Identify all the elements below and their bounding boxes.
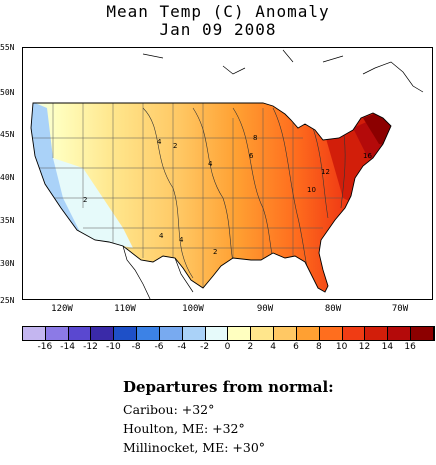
contour-label: 6 bbox=[249, 152, 254, 160]
colorbar-label: 8 bbox=[315, 342, 322, 352]
colorbar-label: 0 bbox=[224, 342, 231, 352]
note-line: Caribou: +32° bbox=[123, 402, 215, 417]
lat-label-40n: 40N bbox=[0, 173, 15, 182]
lon-label-70w: 70W bbox=[391, 304, 409, 314]
lat-label-50n: 50N bbox=[0, 88, 15, 97]
contour-label: 16 bbox=[363, 152, 372, 160]
lat-label-25n: 25N bbox=[0, 296, 15, 305]
colorbar-label: 6 bbox=[293, 342, 299, 352]
contour-label: 12 bbox=[321, 168, 330, 176]
colorbar-label: -10 bbox=[105, 342, 121, 352]
lon-label-100w: 100W bbox=[182, 304, 204, 314]
lon-label-90w: 90W bbox=[256, 304, 274, 314]
contour-label: 2 bbox=[213, 248, 217, 256]
lon-label-80w: 80W bbox=[324, 304, 342, 314]
colorbar-cell bbox=[45, 327, 69, 340]
colorbar-label: -14 bbox=[60, 342, 76, 352]
colorbar-cell bbox=[68, 327, 92, 340]
colorbar bbox=[22, 326, 435, 341]
colorbar-cell bbox=[365, 327, 389, 340]
colorbar-cell bbox=[274, 327, 297, 340]
colorbar-cell bbox=[296, 327, 320, 340]
contour-label: 4 bbox=[179, 236, 184, 244]
colorbar-cell bbox=[114, 327, 138, 340]
lat-label-30n: 30N bbox=[0, 259, 15, 268]
contour-label: 4 bbox=[157, 138, 162, 146]
lon-label-120w: 120W bbox=[51, 304, 73, 314]
colorbar-cell bbox=[251, 327, 275, 340]
lat-label-45n: 45N bbox=[0, 130, 15, 139]
colorbar-label: 12 bbox=[358, 342, 371, 352]
lat-label-55n: 55N bbox=[0, 43, 15, 52]
colorbar-cell bbox=[23, 327, 46, 340]
colorbar-label: -2 bbox=[200, 342, 210, 352]
colorbar-cell bbox=[159, 327, 183, 340]
colorbar-label: -16 bbox=[37, 342, 53, 352]
colorbar-label: 14 bbox=[381, 342, 394, 352]
colorbar-cell bbox=[137, 327, 160, 340]
contour-label: 2 bbox=[83, 196, 87, 204]
colorbar-label: 2 bbox=[247, 342, 254, 352]
colorbar-cell bbox=[388, 327, 412, 340]
colorbar-cell bbox=[91, 327, 115, 340]
departures-notes: Departures from normal: Caribou: +32° Ho… bbox=[123, 378, 334, 457]
contour-label: 2 bbox=[173, 142, 177, 150]
contour-label: 4 bbox=[159, 232, 164, 240]
colorbar-cell bbox=[182, 327, 206, 340]
colorbar-cell bbox=[342, 327, 366, 340]
contour-label: 10 bbox=[307, 186, 316, 194]
note-line: Millinocket, ME: +30° bbox=[123, 440, 266, 455]
colorbar-cell bbox=[205, 327, 229, 340]
colorbar-label: -12 bbox=[83, 342, 98, 352]
lat-label-35n: 35N bbox=[0, 216, 15, 225]
contour-label: 4 bbox=[208, 160, 213, 168]
colorbar-label: 16 bbox=[404, 342, 416, 352]
colorbar-label: -8 bbox=[131, 342, 141, 352]
map-title: Mean Temp (C) Anomaly bbox=[106, 2, 330, 21]
colorbar-cell bbox=[228, 327, 252, 340]
colorbar-label: -4 bbox=[177, 342, 187, 352]
note-line: Houlton, ME: +32° bbox=[123, 421, 245, 436]
anomaly-map: 4 2 4 2 8 6 12 10 16 4 4 2 bbox=[22, 47, 433, 300]
contour-map-icon: 4 2 4 2 8 6 12 10 16 4 4 2 bbox=[30, 49, 424, 299]
colorbar-label: -6 bbox=[154, 342, 164, 352]
colorbar-cell bbox=[319, 327, 343, 340]
map-subtitle: Jan 09 2008 bbox=[159, 20, 277, 39]
lon-label-110w: 110W bbox=[114, 304, 136, 314]
colorbar-label: 10 bbox=[335, 342, 348, 352]
notes-heading: Departures from normal: bbox=[123, 378, 334, 396]
colorbar-label: 4 bbox=[270, 342, 277, 352]
contour-label: 8 bbox=[253, 134, 257, 142]
colorbar-cell bbox=[411, 327, 434, 340]
